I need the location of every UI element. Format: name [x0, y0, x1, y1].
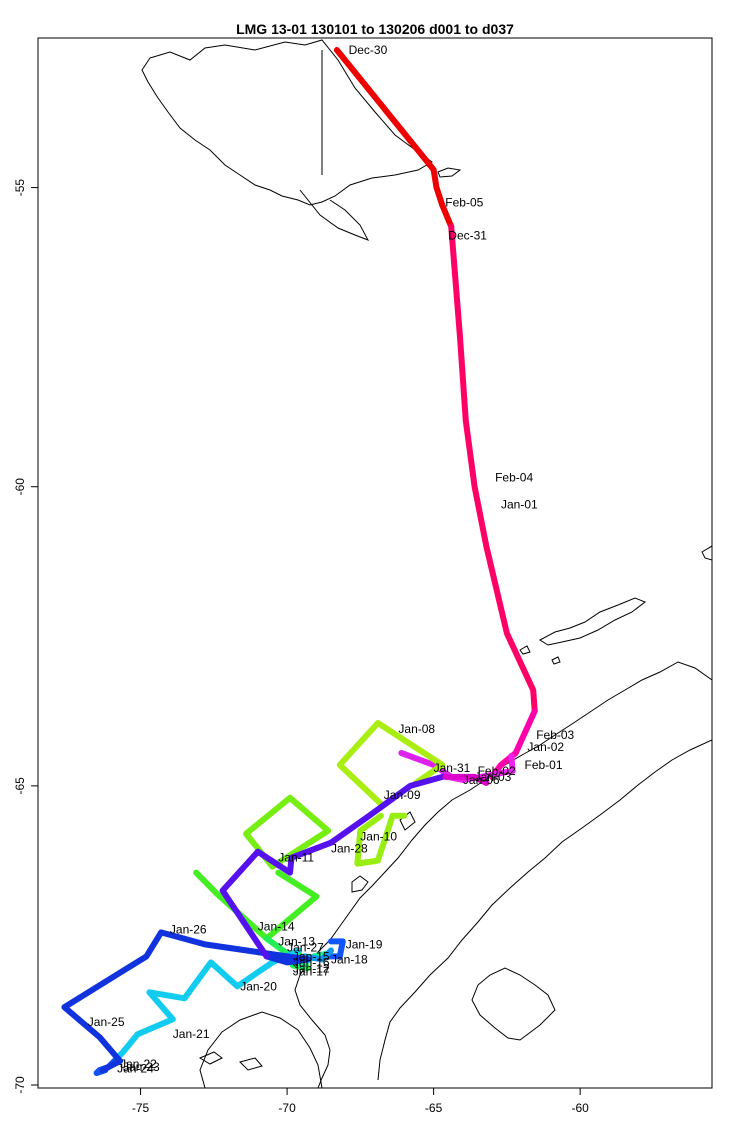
track-segment	[333, 47, 455, 230]
track-segment	[61, 929, 311, 1074]
date-label: Feb-01	[525, 758, 563, 772]
date-label: Jan-26	[170, 923, 207, 937]
y-tick-label: -65	[13, 777, 27, 795]
date-label: Jan-15	[293, 949, 330, 963]
coastline-alexander-island	[199, 1011, 323, 1088]
date-label: Jan-28	[331, 842, 368, 856]
coastline-southern-shelf	[471, 967, 556, 1041]
date-label: Jan-19	[346, 937, 383, 951]
date-label: Jan-06	[463, 773, 500, 787]
track-segment	[193, 869, 320, 942]
date-label: Jan-18	[331, 952, 368, 966]
track-segment	[243, 794, 332, 870]
date-label: Jan-21	[173, 1027, 210, 1041]
y-tick-label: -70	[13, 1076, 27, 1094]
date-label: Jan-03	[475, 770, 512, 784]
date-label: Jan-11	[278, 851, 314, 865]
date-label: Jan-25	[88, 1015, 125, 1029]
date-label: Jan-24	[117, 1061, 154, 1075]
ship-track	[61, 47, 538, 1076]
coastline-south-shetlands	[519, 597, 647, 665]
date-label: Dec-31	[448, 228, 487, 242]
map-title: LMG 13-01 130101 to 130206 d001 to d037	[236, 21, 514, 37]
coastline-tierra-del-fuego-channel	[299, 50, 370, 241]
coastline-small-islands	[198, 1051, 263, 1071]
coastline-layer	[141, 39, 712, 1088]
date-annotations: Dec-30Feb-05Dec-31Feb-04Jan-01Feb-03Jan-…	[88, 43, 575, 1075]
x-tick-label: -75	[132, 1101, 150, 1115]
track-segment	[325, 938, 346, 960]
y-tick-label: -55	[13, 179, 27, 197]
track-segment	[301, 947, 334, 963]
date-label: Jan-22	[120, 1057, 157, 1071]
date-label: Feb-02	[478, 764, 516, 778]
date-label: Jan-01	[501, 498, 538, 512]
date-label: Jan-27	[287, 940, 324, 954]
track-segment	[448, 223, 538, 715]
coastline-tierra-del-fuego	[141, 39, 433, 206]
x-axis: -75 -70 -65 -60	[132, 1088, 589, 1115]
date-label: Jan-02	[527, 740, 564, 754]
x-tick-label: -70	[278, 1101, 296, 1115]
date-label: Jan-16	[293, 955, 330, 969]
y-tick-label: -60	[13, 478, 27, 496]
track-segment	[398, 750, 455, 780]
date-label: Feb-04	[495, 471, 533, 485]
track-segment	[354, 812, 408, 867]
track-segment	[336, 720, 446, 807]
date-label: Jan-20	[240, 979, 277, 993]
y-axis: -55 -60 -65 -70	[13, 179, 38, 1094]
date-label: Jan-14	[258, 920, 295, 934]
coastline-elephant-island	[701, 545, 712, 561]
date-label: Jan-12	[293, 961, 330, 975]
x-tick-label: -65	[425, 1101, 443, 1115]
date-label: Dec-30	[349, 43, 388, 57]
date-label: Jan-17	[293, 964, 330, 978]
track-segment	[442, 773, 490, 786]
coastline-antarctic-peninsula	[294, 661, 712, 1088]
date-label: Feb-05	[445, 196, 483, 210]
x-tick-label: -60	[571, 1101, 589, 1115]
track-segment	[219, 773, 446, 960]
date-label: Feb-03	[536, 728, 574, 742]
date-label: Jan-31	[434, 761, 471, 775]
coastline-peninsula-east	[377, 739, 712, 1081]
date-label: Jan-13	[278, 934, 315, 948]
coastline-staten-island	[437, 167, 462, 178]
date-label: Jan-08	[398, 722, 435, 736]
date-label: Jan-09	[384, 788, 421, 802]
date-label: Jan-10	[360, 830, 397, 844]
track-segment	[111, 947, 302, 1065]
date-label: Jan-23	[123, 1060, 160, 1074]
plot-frame	[37, 37, 713, 1089]
